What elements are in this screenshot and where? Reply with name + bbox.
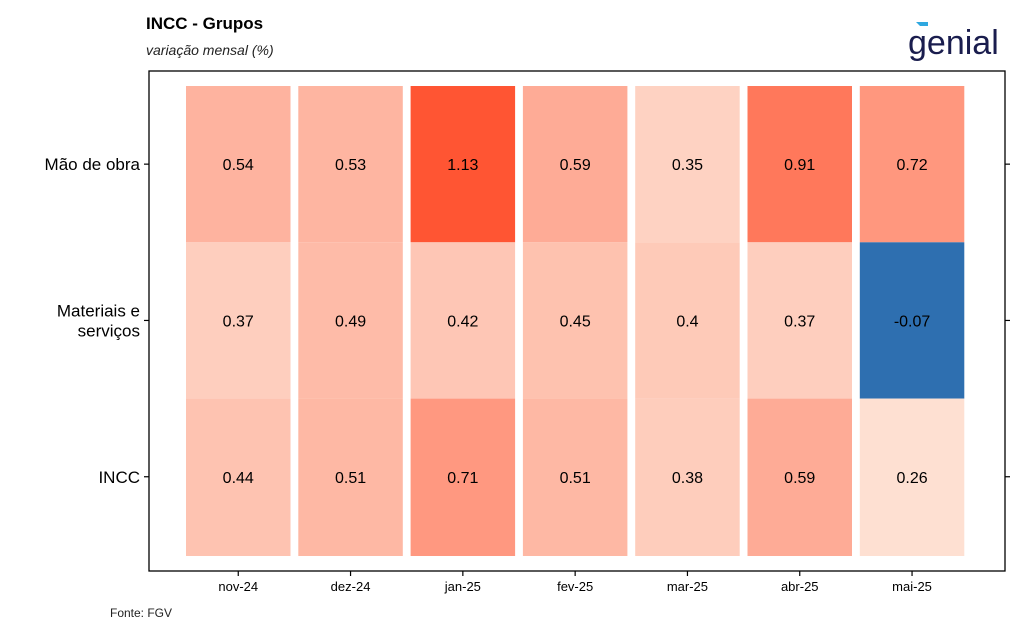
heatmap-cell bbox=[522, 398, 628, 556]
heatmap-cell bbox=[410, 86, 516, 243]
heatmap-cell bbox=[298, 86, 403, 243]
heatmap-cell bbox=[298, 398, 403, 556]
cell-value-label: 0.38 bbox=[672, 470, 703, 487]
heatmap-cell bbox=[635, 242, 740, 399]
heatmap-cell bbox=[186, 398, 291, 556]
cell-value-label: -0.07 bbox=[894, 313, 931, 330]
logo-wordmark: genial bbox=[908, 24, 999, 62]
heatmap-cell bbox=[186, 86, 291, 243]
x-tick-label: fev-25 bbox=[557, 579, 593, 594]
source-note: Fonte: FGV bbox=[110, 606, 173, 620]
cell-value-label: 0.4 bbox=[676, 313, 698, 330]
cell-value-label: 1.13 bbox=[447, 157, 478, 174]
x-tick-label: mai-25 bbox=[892, 579, 932, 594]
heatmap-cell bbox=[522, 242, 628, 399]
cell-value-label: 0.37 bbox=[784, 313, 815, 330]
cell-value-label: 0.37 bbox=[223, 313, 254, 330]
heatmap-cell bbox=[635, 86, 740, 243]
cell-value-label: 0.72 bbox=[896, 157, 927, 174]
heatmap-cell bbox=[522, 86, 628, 243]
chart-title: INCC - Grupos bbox=[146, 14, 264, 33]
heatmap-cell bbox=[410, 242, 516, 399]
cell-value-label: 0.54 bbox=[223, 157, 254, 174]
cell-value-label: 0.51 bbox=[335, 470, 366, 487]
x-tick-label: mar-25 bbox=[667, 579, 708, 594]
genial-logo: genial bbox=[908, 22, 999, 62]
y-tick-label: Materiais e serviços bbox=[57, 301, 140, 340]
heatmap-cell bbox=[747, 86, 852, 243]
cell-value-label: 0.59 bbox=[560, 157, 591, 174]
heatmap-cell bbox=[859, 86, 965, 243]
x-tick-label: abr-25 bbox=[781, 579, 819, 594]
cell-value-label: 0.49 bbox=[335, 313, 366, 330]
y-tick-label: Mão de obra bbox=[45, 155, 141, 174]
cell-value-label: 0.71 bbox=[447, 470, 478, 487]
x-tick-label: nov-24 bbox=[218, 579, 258, 594]
heatmap-cell bbox=[859, 242, 965, 399]
x-tick-label: jan-25 bbox=[444, 579, 481, 594]
logo-accent-icon bbox=[916, 22, 928, 26]
chart-subtitle: variação mensal (%) bbox=[146, 42, 274, 58]
cell-value-label: 0.59 bbox=[784, 470, 815, 487]
y-tick-label: INCC bbox=[98, 468, 140, 487]
heatmap-cell bbox=[410, 398, 516, 556]
heatmap-cell bbox=[747, 398, 852, 556]
heatmap-cell bbox=[747, 242, 852, 399]
cell-value-label: 0.91 bbox=[784, 157, 815, 174]
cell-value-label: 0.26 bbox=[896, 470, 927, 487]
heatmap-cell bbox=[635, 398, 740, 556]
cell-value-label: 0.45 bbox=[560, 313, 591, 330]
heatmap-cell bbox=[186, 242, 291, 399]
cell-value-label: 0.42 bbox=[447, 313, 478, 330]
x-tick-label: dez-24 bbox=[331, 579, 371, 594]
cell-value-label: 0.53 bbox=[335, 157, 366, 174]
cell-value-label: 0.44 bbox=[223, 470, 254, 487]
cell-value-label: 0.51 bbox=[560, 470, 591, 487]
heatmap-cell bbox=[859, 398, 965, 556]
heatmap-cell bbox=[298, 242, 403, 399]
cell-value-label: 0.35 bbox=[672, 157, 703, 174]
